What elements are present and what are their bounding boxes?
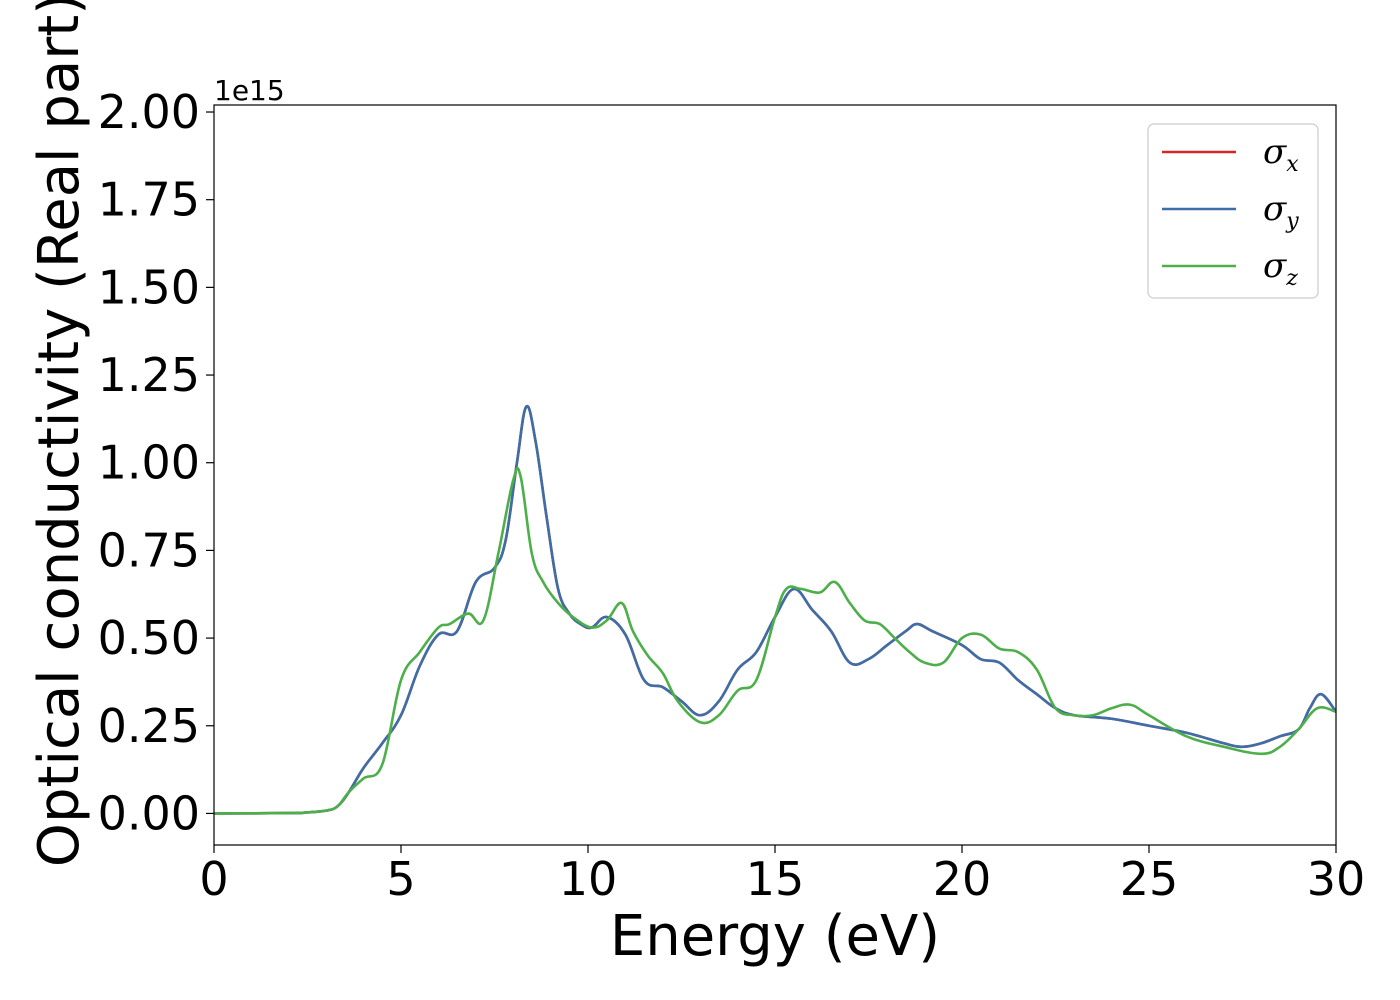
series-layer <box>214 404 1336 815</box>
y-tick-label: 1.50 <box>98 260 200 314</box>
x-tick-label: 0 <box>199 852 228 906</box>
legend-label-x: σx <box>1263 132 1299 177</box>
legend-label-y: σy <box>1263 189 1299 234</box>
x-tick-label: 15 <box>746 852 805 906</box>
x-tick-label: 10 <box>559 852 618 906</box>
series-line-z <box>214 467 1336 815</box>
legend-box <box>1147 123 1319 299</box>
y-tick-label: 2.00 <box>98 85 200 139</box>
y-tick-label: 0.00 <box>98 786 200 840</box>
series-line-y <box>214 404 1336 815</box>
x-axis: 0 5 10 15 20 25 30 <box>199 845 1365 906</box>
x-axis-title: Energy (eV) <box>610 904 940 969</box>
legend-label-z: σz <box>1263 246 1298 291</box>
y-tick-label: 0.25 <box>98 699 200 753</box>
legend: σx σy σz <box>1147 123 1319 299</box>
x-tick-label: 20 <box>933 852 992 906</box>
y-tick-label: 0.75 <box>98 523 200 577</box>
y-offset-label: 1e15 <box>214 74 285 107</box>
y-axis: 0.00 0.25 0.50 0.75 1.00 1.25 1.50 1.75 2.00 <box>98 85 214 840</box>
y-tick-label: 1.75 <box>98 173 200 227</box>
x-tick-label: 25 <box>1120 852 1179 906</box>
y-tick-label: 1.00 <box>98 436 200 490</box>
y-axis-title: Optical conductivity (Real part) <box>27 0 92 867</box>
x-tick-label: 30 <box>1307 852 1366 906</box>
y-tick-label: 0.50 <box>98 611 200 665</box>
y-tick-label: 1.25 <box>98 348 200 402</box>
x-tick-label: 5 <box>386 852 415 906</box>
